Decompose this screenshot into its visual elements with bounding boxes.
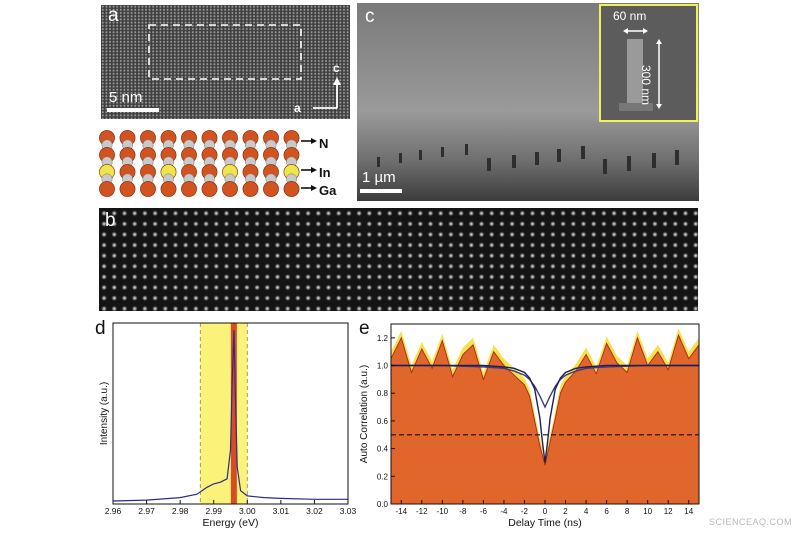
data-line: [390, 333, 700, 466]
x-tick-label-e: 0: [543, 507, 548, 516]
x-tick-label-e: -6: [480, 507, 488, 516]
y-axis-label-d: Intensity (a.u.): [99, 382, 110, 445]
x-tick-label-d: 2.99: [205, 506, 222, 516]
x-tick-label-e: 14: [684, 507, 693, 516]
x-tick-label-e: -14: [395, 507, 407, 516]
x-tick-label-d: 3.00: [239, 506, 256, 516]
x-tick-label-e: 8: [625, 507, 630, 516]
x-tick-label-d: 3.03: [340, 506, 357, 516]
scale-bar-a-label: 5 nm: [109, 89, 143, 106]
atom-model-diagram: [99, 130, 317, 197]
panel-label-d: d: [95, 318, 106, 339]
x-tick-label-e: -10: [437, 507, 449, 516]
fit-curve-inner: [391, 364, 699, 463]
spectrum-line: [112, 329, 348, 502]
x-tick-label-d: 2.98: [172, 506, 189, 516]
x-tick-label-e: 10: [643, 507, 652, 516]
x-tick-label-e: 2: [563, 507, 568, 516]
y-tick-label-e: 0.0: [377, 500, 389, 509]
fit-curve-outer: [391, 364, 699, 409]
atom-ga: [119, 181, 136, 197]
x-axis-label-e: Delay Time (ns): [508, 517, 582, 529]
x-tick-label-d: 2.97: [138, 506, 155, 516]
inset-height-label: 300 nm: [639, 65, 653, 106]
data-area: [391, 335, 699, 504]
atom-ga: [263, 181, 279, 197]
panel-b-image: b: [99, 208, 698, 311]
y-tick-label-e: 1.0: [377, 362, 389, 371]
atom-model: N In Ga: [95, 128, 355, 202]
atom-arrowhead-2: [311, 185, 317, 191]
y-tick-label-e: 0.6: [377, 417, 389, 426]
nanowire-array: [377, 144, 679, 174]
atom-label-n: N: [319, 136, 329, 151]
y-tick-label-e: 0.8: [377, 389, 389, 398]
atom-ga: [99, 181, 115, 197]
atom-ga: [222, 181, 238, 197]
panel-a-image: a 5 nm c a: [101, 5, 350, 119]
scale-bar-c: [360, 189, 402, 193]
atom-arrowhead-1: [311, 167, 317, 173]
scale-bar-a: [107, 108, 159, 112]
x-tick-label-e: -2: [521, 507, 529, 516]
x-tick-label-d: 3.02: [306, 506, 323, 516]
scale-bar-c-label: 1 µm: [362, 169, 396, 186]
panel-label-c: c: [365, 6, 375, 27]
atom-ga: [283, 181, 300, 197]
panel-label-a: a: [108, 5, 119, 26]
watermark: SCIENCEAQ.COM: [708, 517, 792, 527]
axis-a-label: a: [294, 101, 301, 115]
x-tick-label-e: 6: [604, 507, 609, 516]
roi-dashed-box: [148, 24, 302, 80]
y-tick-label-e: 1.2: [377, 334, 389, 343]
atom-label-in: In: [319, 165, 331, 180]
inset-frame: [599, 4, 698, 122]
panel-b-haadf: [99, 208, 698, 311]
x-tick-label-e: 4: [584, 507, 589, 516]
panel-c-image: c 60 nm 300 nm 1 µm: [357, 3, 699, 201]
axis-c-label: c: [333, 61, 340, 75]
atom-ga: [140, 181, 156, 197]
atom-ga: [201, 181, 218, 197]
panel-label-b: b: [105, 210, 116, 231]
panel-a-lattice: [101, 5, 350, 119]
plot-frame-d: [112, 322, 349, 505]
y-tick-label-e: 0.2: [377, 472, 389, 481]
atom-arrowhead-0: [311, 138, 317, 144]
panel-c-sem: [357, 3, 699, 201]
inset-nanowire: [627, 39, 643, 105]
peak-highlight: [230, 323, 237, 504]
panel-e-chart: -14 -12 -10 -8 -6 -4 -2 0 2 4 6 8 10 12 14 0.0 0.2 0.4 0.6…: [355, 318, 705, 530]
x-tick-label-d: 2.96: [105, 506, 122, 516]
x-tick-label-e: 12: [664, 507, 673, 516]
x-tick-label-e: -4: [500, 507, 508, 516]
panel-label-e: e: [359, 318, 370, 339]
x-tick-label-e: -12: [416, 507, 428, 516]
y-tick-label-e: 0.4: [377, 445, 389, 454]
atom-ga: [160, 181, 177, 197]
atom-ga: [242, 181, 259, 197]
x-tick-label-e: -8: [459, 507, 467, 516]
inset-width-label: 60 nm: [613, 9, 647, 23]
chart-d-svg: 2.96 2.97 2.98 2.99 3.00 3.01 3.02 3.03 Energy (…: [99, 322, 357, 529]
x-tick-label-d: 3.01: [273, 506, 290, 516]
panel-d-chart: 2.96 2.97 2.98 2.99 3.00 3.01 3.02 3.03 Energy (…: [93, 318, 358, 530]
atom-ga: [181, 181, 197, 197]
y-axis-label-e: Auto Correlation (a.u.): [359, 365, 370, 463]
x-axis-label-d: Energy (eV): [202, 517, 258, 529]
axis-c-arrowhead: [333, 77, 341, 85]
atom-label-ga: Ga: [319, 183, 337, 198]
highlight-band: [200, 323, 248, 504]
chart-e-svg: -14 -12 -10 -8 -6 -4 -2 0 2 4 6 8 10 12 14 0.0 0.2 0.4 0.6…: [359, 323, 700, 529]
